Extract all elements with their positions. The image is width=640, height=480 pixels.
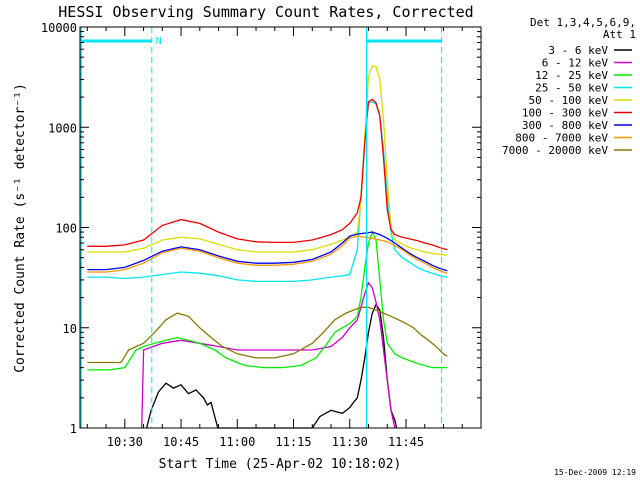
x-tick-label-3: 11:15 <box>275 435 311 449</box>
series-layer <box>87 65 448 429</box>
legend-label-1: 6 - 12 keV <box>542 57 609 70</box>
x-axis-label: Start Time (25-Apr-02 10:18:02) <box>159 457 402 472</box>
series-line-7 <box>87 235 448 274</box>
legend-label-5: 100 - 300 keV <box>522 107 608 120</box>
chart-title: HESSI Observing Summary Count Rates, Cor… <box>58 3 473 21</box>
y-tick-label-2: 100 <box>55 222 77 236</box>
legend-label-7: 800 - 7000 keV <box>515 132 608 145</box>
series-line-1 <box>141 281 396 429</box>
x-tick-label-1: 10:45 <box>163 435 199 449</box>
series-line-0 <box>145 303 398 429</box>
y-tick-label-3: 1000 <box>48 121 77 135</box>
legend-label-2: 12 - 25 keV <box>535 69 608 82</box>
x-tick-label-5: 11:45 <box>388 435 424 449</box>
night-marker-label: N <box>156 36 162 47</box>
timestamp: 15-Dec-2009 12:19 <box>554 468 636 477</box>
y-tick-label-1: 10 <box>63 322 77 336</box>
legend-label-0: 3 - 6 keV <box>548 44 608 57</box>
legend-title-line-1: Det 1,3,4,5,6,9, <box>530 16 636 29</box>
legend-label-8: 7000 - 20000 keV <box>502 144 608 157</box>
plot-area: N 1 10 100 1000 10000 10:30 10:45 11:00 11:15 11… <box>41 21 482 449</box>
series-line-6 <box>87 231 448 272</box>
legend-label-6: 300 - 800 keV <box>522 119 608 132</box>
legend-title-line-2: Att 1 <box>603 28 636 41</box>
x-tick-label-2: 11:00 <box>219 435 255 449</box>
series-line-8 <box>87 306 448 364</box>
y-tick-label-4: 10000 <box>41 21 77 35</box>
y-axis-label: Corrected Count Rate (s⁻¹ detector⁻¹) <box>13 83 28 373</box>
series-line-3 <box>87 100 448 283</box>
legend-label-3: 25 - 50 keV <box>535 82 608 95</box>
series-line-2 <box>87 230 448 371</box>
x-tick-label-4: 11:30 <box>332 435 368 449</box>
y-axis: 1 10 100 1000 10000 <box>41 21 481 436</box>
y-tick-label-0: 1 <box>70 422 77 436</box>
series-line-4 <box>87 65 448 256</box>
legend-label-4: 50 - 100 keV <box>529 94 609 107</box>
x-axis: 10:30 10:45 11:00 11:15 11:30 11:45 <box>86 27 463 449</box>
series-line-5 <box>87 98 448 251</box>
x-tick-label-0: 10:30 <box>107 435 143 449</box>
